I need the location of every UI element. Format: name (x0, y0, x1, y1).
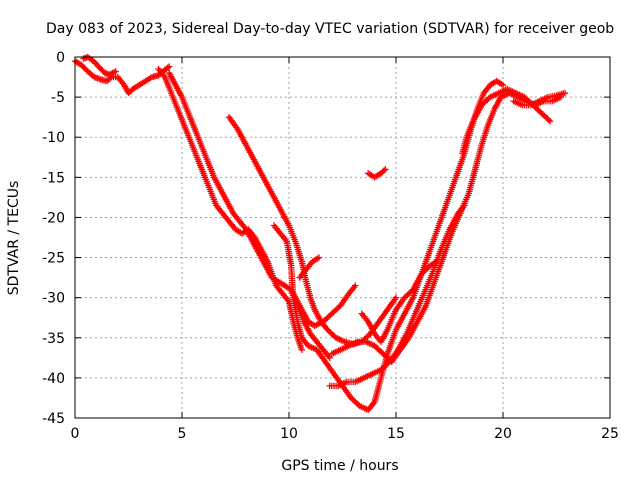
x-tick-label: 20 (494, 426, 512, 442)
data-point-marker (164, 64, 171, 71)
data-point-marker (545, 116, 552, 124)
data-point-marker (315, 254, 323, 261)
y-tick-label: -5 (51, 90, 65, 106)
data-point-marker (165, 63, 173, 70)
series-track-j (364, 166, 389, 181)
series-track-l (510, 89, 569, 109)
y-tick-label: -25 (42, 251, 65, 267)
y-tick-label: -35 (42, 331, 65, 347)
y-tick-label: 0 (56, 50, 65, 66)
data-point-marker (326, 354, 333, 362)
x-tick-label: 5 (178, 426, 187, 442)
data-point-marker (499, 81, 507, 89)
data-point-marker (352, 282, 359, 289)
series-track-b (165, 69, 333, 362)
axes-layer: 0 5 10 15 20 25 0 -5 -10 -15 -20 -25 -30 -35 -40 -45 (42, 50, 619, 442)
chart-title: Day 083 of 2023, Sidereal Day-to-day VTE… (46, 21, 614, 37)
x-tick-label: 15 (387, 426, 405, 442)
series-track-e (287, 282, 359, 329)
series-track-f (296, 254, 323, 281)
x-tick-label: 25 (601, 426, 619, 442)
data-point-marker (112, 68, 119, 75)
y-tick-label: -40 (42, 371, 65, 387)
y-tick-label: -20 (42, 210, 65, 226)
data-point-marker (433, 258, 440, 265)
y-tick-label: -30 (42, 291, 65, 307)
data-point-marker (106, 75, 114, 82)
series-track-i (358, 258, 440, 345)
series-track-h (326, 202, 468, 390)
data-point-marker (382, 166, 389, 173)
x-tick-label: 10 (280, 426, 298, 442)
y-tick-label: -45 (42, 411, 65, 427)
y-axis-label: SDTVAR / TECUs (6, 181, 22, 296)
data-point-marker (380, 167, 388, 174)
data-point-marker (561, 89, 569, 97)
x-tick-label: 0 (71, 426, 80, 442)
plot-frame (74, 56, 611, 419)
y-tick-label: -15 (42, 170, 65, 186)
data-point-marker (298, 346, 306, 354)
data-point-marker (461, 202, 468, 209)
data-point-marker (546, 117, 554, 125)
data-point-marker (392, 294, 400, 301)
series-track-k (459, 85, 554, 157)
x-axis-label: GPS time / hours (281, 458, 398, 474)
data-layer (71, 53, 569, 414)
y-tick-label: -10 (42, 130, 65, 146)
